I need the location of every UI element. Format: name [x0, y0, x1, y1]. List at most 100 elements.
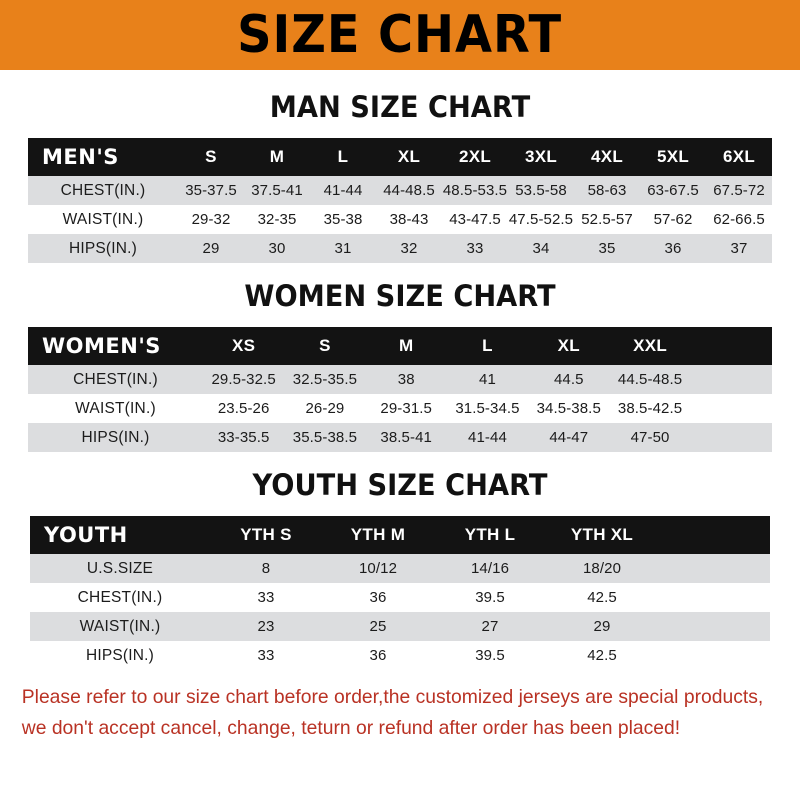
measurement-cell: 31 — [334, 240, 352, 257]
women-table-wrap: WOMEN'S XS S M L XL XXL CHEST(IN.) 29.5-32.5 32.5… — [0, 327, 800, 452]
table-row: CHEST(IN.) 29.5-32.5 32.5-35.5 38 41 44.5 44.5… — [28, 365, 772, 394]
row-label: CHEST(IN.) — [73, 370, 158, 388]
table-row: HIPS(IN.) 33 36 39.5 42.5 — [30, 641, 770, 670]
measurement-cell: 41-44 — [468, 429, 507, 446]
measurement-cell: 27 — [481, 618, 499, 635]
size-column-header: XXL — [633, 336, 668, 355]
row-label: HIPS(IN.) — [85, 646, 155, 664]
section-title-man: MAN SIZE CHART — [269, 90, 531, 124]
measurement-cell: 38.5-41 — [380, 429, 432, 446]
measurement-cell: 33 — [466, 240, 484, 257]
men-table-wrap: MEN'S S M L XL 2XL 3XL 4XL 5XL 6XL CHEST(IN.) 35-37… — [0, 138, 800, 263]
spacer-after-men-table — [0, 263, 800, 279]
size-column-header: M — [269, 147, 285, 166]
measurement-cell: 36 — [369, 647, 387, 664]
table-row: WAIST(IN.) 23 25 27 29 — [30, 612, 770, 641]
row-label: HIPS(IN.) — [81, 428, 150, 446]
spacer-before-footer — [0, 670, 800, 682]
table-header-label: WOMEN'S — [42, 334, 161, 358]
measurement-cell: 38 — [397, 371, 415, 388]
size-column-header: 2XL — [458, 147, 492, 166]
table-row: CHEST(IN.) 35-37.5 37.5-41 41-44 44-48.5 48.5… — [28, 176, 772, 205]
size-column-header: M — [398, 336, 414, 355]
measurement-cell: 48.5-53.5 — [442, 182, 508, 199]
measurement-cell: 35-37.5 — [185, 182, 237, 199]
measurement-cell: 41 — [479, 371, 496, 388]
measurement-cell: 42.5 — [587, 647, 617, 664]
table-row: CHEST(IN.) 33 36 39.5 42.5 — [30, 583, 770, 612]
measurement-cell: 44.5-48.5 — [617, 371, 683, 388]
section-title-youth: YOUTH SIZE CHART — [252, 468, 548, 502]
men-size-table: MEN'S S M L XL 2XL 3XL 4XL 5XL 6XL CHEST(IN.) 35-37… — [28, 138, 772, 263]
section-title-women: WOMEN SIZE CHART — [244, 279, 556, 313]
measurement-cell: 35 — [598, 240, 616, 257]
table-header-row: WOMEN'S XS S M L XL XXL — [28, 327, 772, 365]
size-column-header: YTH M — [350, 525, 406, 544]
row-label: WAIST(IN.) — [62, 210, 144, 228]
measurement-cell: 23.5-26 — [217, 400, 270, 417]
size-column-header: 4XL — [590, 147, 624, 166]
measurement-cell: 29-32 — [191, 211, 231, 228]
measurement-cell — [691, 423, 772, 452]
measurement-cell: 58-63 — [587, 182, 627, 199]
size-column-header: YTH S — [240, 525, 292, 544]
measurement-cell: 29.5-32.5 — [211, 371, 276, 388]
measurement-cell — [691, 365, 772, 394]
size-column-header: S — [205, 147, 217, 166]
measurement-cell: 29-31.5 — [380, 400, 432, 417]
footer-line-1: Please refer to our size chart before or… — [21, 686, 764, 708]
spacer-after-women-table — [0, 452, 800, 468]
measurement-cell: 42.5 — [587, 589, 617, 606]
measurement-cell: 29 — [202, 240, 220, 257]
measurement-cell: 10/12 — [358, 560, 398, 577]
size-column-header: L — [482, 336, 493, 355]
measurement-cell: 39.5 — [475, 589, 505, 606]
measurement-cell: 14/16 — [470, 560, 510, 577]
measurement-cell: 37.5-41 — [251, 182, 303, 199]
measurement-cell: 37 — [730, 240, 748, 257]
measurement-cell: 36 — [664, 240, 682, 257]
measurement-cell: 34.5-38.5 — [536, 400, 601, 417]
row-label: U.S.SIZE — [86, 559, 154, 577]
measurement-cell: 25 — [369, 618, 387, 635]
measurement-cell: 44.5 — [553, 371, 584, 388]
measurement-cell: 67.5-72 — [713, 182, 765, 199]
size-column-header: XS — [232, 336, 256, 355]
page-banner: SIZE CHART — [0, 0, 800, 70]
measurement-cell: 32-35 — [257, 211, 297, 228]
measurement-cell: 43-47.5 — [449, 211, 501, 228]
measurement-cell: 57-62 — [653, 211, 693, 228]
measurement-cell — [658, 583, 770, 612]
spacer-man-title — [0, 124, 800, 138]
measurement-cell: 26-29 — [305, 400, 345, 417]
measurement-cell: 35-38 — [323, 211, 363, 228]
page-title: SIZE CHART — [237, 5, 563, 65]
row-label: WAIST(IN.) — [79, 617, 161, 635]
measurement-cell: 33-35.5 — [217, 429, 270, 446]
measurement-cell: 18/20 — [582, 560, 622, 577]
table-row: U.S.SIZE 8 10/12 14/16 18/20 — [30, 554, 770, 583]
table-header-label: YOUTH — [44, 523, 128, 547]
measurement-cell: 23 — [257, 618, 275, 635]
table-row: WAIST(IN.) 29-32 32-35 35-38 38-43 43-47.5 47.… — [28, 205, 772, 234]
spacer-youth-title — [0, 502, 800, 516]
size-column-header: XL — [557, 336, 580, 355]
measurement-cell: 31.5-34.5 — [455, 400, 520, 417]
measurement-cell: 41-44 — [323, 182, 363, 199]
measurement-cell: 38.5-42.5 — [617, 400, 683, 417]
measurement-cell: 62-66.5 — [713, 211, 765, 228]
measurement-cell: 44-47 — [549, 429, 589, 446]
measurement-cell — [691, 394, 772, 423]
measurement-cell: 32 — [400, 240, 418, 257]
measurement-cell: 8 — [261, 560, 271, 577]
row-label: CHEST(IN.) — [60, 181, 146, 199]
measurement-cell: 30 — [268, 240, 286, 257]
measurement-cell: 36 — [369, 589, 387, 606]
measurement-cell: 38-43 — [389, 211, 429, 228]
row-label: WAIST(IN.) — [75, 399, 156, 417]
size-column-header: XL — [397, 147, 421, 166]
size-column-header: 3XL — [524, 147, 558, 166]
spacer-women-title — [0, 313, 800, 327]
table-header-row: YOUTH YTH S YTH M YTH L YTH XL — [30, 516, 770, 554]
measurement-cell — [658, 612, 770, 641]
